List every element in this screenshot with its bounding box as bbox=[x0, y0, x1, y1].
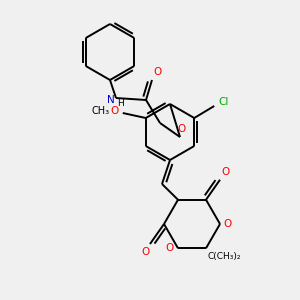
Text: O: O bbox=[221, 167, 229, 177]
Text: O: O bbox=[166, 243, 174, 253]
Text: O: O bbox=[153, 67, 161, 77]
Text: N: N bbox=[107, 95, 115, 105]
Text: O: O bbox=[178, 124, 186, 134]
Text: CH₃: CH₃ bbox=[92, 106, 110, 116]
Text: O: O bbox=[111, 106, 119, 116]
Text: H: H bbox=[117, 98, 123, 107]
Text: O: O bbox=[224, 219, 232, 229]
Text: C(CH₃)₂: C(CH₃)₂ bbox=[207, 252, 241, 261]
Text: O: O bbox=[141, 247, 149, 257]
Text: Cl: Cl bbox=[218, 97, 228, 107]
